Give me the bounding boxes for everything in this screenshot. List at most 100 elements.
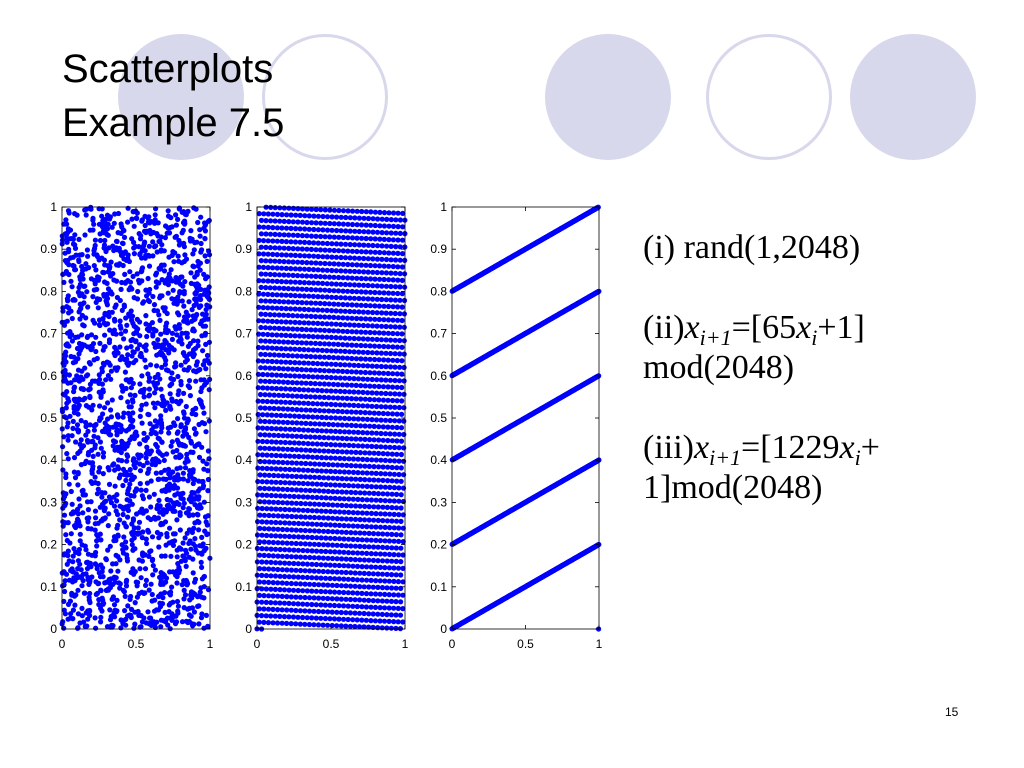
data-point bbox=[158, 520, 164, 526]
data-point bbox=[275, 432, 282, 439]
data-point bbox=[346, 362, 353, 368]
data-point bbox=[87, 578, 93, 584]
data-point bbox=[97, 465, 103, 471]
y-tick-label: 0 bbox=[50, 622, 57, 636]
data-point bbox=[301, 293, 307, 299]
data-point bbox=[357, 476, 363, 482]
data-point bbox=[360, 363, 366, 369]
data-point bbox=[337, 496, 343, 502]
data-point bbox=[119, 307, 125, 313]
data-point bbox=[332, 482, 338, 488]
data-point bbox=[322, 301, 328, 307]
x-tick-label: 1 bbox=[402, 637, 409, 651]
data-point bbox=[286, 507, 293, 513]
data-point bbox=[150, 229, 157, 236]
data-point bbox=[316, 474, 322, 481]
data-point bbox=[342, 335, 348, 341]
y-tick-label: 1 bbox=[245, 200, 252, 214]
data-point bbox=[111, 316, 118, 322]
x-tick-label: 0 bbox=[254, 637, 261, 651]
data-point bbox=[259, 546, 265, 552]
data-point bbox=[178, 362, 184, 368]
data-point bbox=[348, 449, 354, 455]
data-point bbox=[81, 300, 87, 306]
data-point bbox=[370, 269, 376, 275]
data-point bbox=[257, 418, 263, 424]
data-point bbox=[330, 475, 336, 481]
data-point bbox=[153, 243, 159, 249]
data-point bbox=[394, 491, 400, 497]
data-point bbox=[308, 233, 315, 239]
data-point bbox=[95, 435, 101, 441]
data-point bbox=[75, 450, 81, 456]
data-point bbox=[325, 488, 331, 494]
data-point bbox=[271, 499, 277, 505]
data-point bbox=[255, 411, 261, 418]
data-point bbox=[344, 369, 350, 375]
data-point bbox=[347, 349, 353, 355]
data-point bbox=[313, 247, 319, 253]
data-point bbox=[61, 598, 67, 605]
data-point bbox=[358, 409, 364, 415]
data-point bbox=[386, 565, 392, 571]
data-point bbox=[313, 260, 319, 266]
data-point bbox=[264, 439, 270, 445]
data-point bbox=[180, 490, 186, 496]
data-point bbox=[337, 482, 343, 488]
data-point bbox=[108, 368, 114, 374]
data-point bbox=[165, 328, 171, 334]
data-point bbox=[158, 331, 164, 337]
data-point bbox=[322, 234, 328, 240]
data-point bbox=[161, 262, 167, 268]
data-point bbox=[383, 404, 389, 410]
data-point bbox=[276, 365, 282, 372]
data-point bbox=[143, 364, 149, 370]
data-point bbox=[383, 337, 389, 343]
data-point bbox=[184, 334, 190, 340]
data-point bbox=[375, 584, 381, 591]
data-point bbox=[65, 226, 71, 232]
data-point bbox=[281, 285, 287, 291]
data-point bbox=[278, 359, 284, 365]
data-point bbox=[164, 496, 170, 503]
data-point bbox=[265, 291, 271, 297]
data-point bbox=[316, 434, 323, 440]
data-point bbox=[97, 340, 103, 346]
data-point bbox=[260, 318, 266, 324]
data-point bbox=[263, 258, 269, 264]
data-point bbox=[272, 231, 278, 237]
data-point bbox=[125, 362, 131, 368]
data-point bbox=[270, 620, 276, 626]
data-point bbox=[309, 601, 315, 608]
data-point bbox=[275, 540, 281, 546]
data-point bbox=[361, 255, 367, 262]
data-point bbox=[292, 319, 298, 325]
data-point bbox=[314, 454, 320, 460]
data-point bbox=[311, 226, 317, 233]
data-point bbox=[304, 260, 310, 266]
data-point bbox=[306, 213, 312, 219]
data-point bbox=[171, 347, 177, 353]
data-point bbox=[364, 443, 370, 449]
data-point bbox=[189, 236, 195, 242]
data-point bbox=[291, 601, 297, 607]
data-point bbox=[91, 427, 97, 433]
data-point bbox=[277, 546, 283, 553]
data-point bbox=[328, 388, 334, 394]
data-point bbox=[263, 613, 269, 619]
data-point bbox=[136, 519, 143, 525]
data-point bbox=[114, 432, 120, 438]
data-point bbox=[319, 347, 325, 353]
data-point bbox=[202, 235, 208, 242]
data-point bbox=[99, 595, 105, 601]
data-point bbox=[175, 294, 181, 300]
data-point bbox=[63, 471, 69, 477]
data-point bbox=[186, 618, 192, 625]
data-point bbox=[111, 220, 117, 226]
data-point bbox=[69, 284, 75, 290]
data-point bbox=[358, 262, 364, 268]
data-point bbox=[377, 223, 383, 229]
data-point bbox=[70, 616, 76, 622]
data-point bbox=[308, 380, 314, 386]
data-point bbox=[152, 516, 158, 522]
